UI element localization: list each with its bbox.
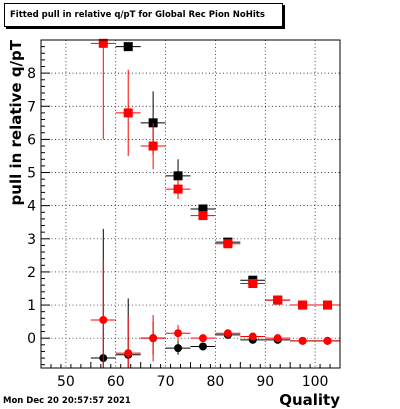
circle-marker — [298, 336, 307, 345]
data-point — [90, 38, 116, 140]
data-point — [265, 295, 291, 305]
data-marks — [90, 38, 340, 368]
x-axis-label: Quality — [279, 391, 340, 409]
square-marker — [248, 279, 258, 289]
square-marker — [123, 108, 133, 118]
y-tick-label: 5 — [27, 166, 36, 182]
y-tick-label: 4 — [27, 199, 36, 215]
data-point — [240, 332, 266, 341]
data-point — [115, 69, 141, 156]
circle-marker — [124, 349, 133, 358]
circle-marker — [149, 334, 158, 343]
y-tick-label: 2 — [27, 265, 36, 281]
x-tick-label: 100 — [302, 374, 329, 390]
data-point — [90, 260, 116, 368]
data-point — [165, 324, 191, 342]
y-tick-label: 6 — [27, 132, 36, 148]
x-tick-label: 80 — [207, 374, 225, 390]
square-marker — [323, 300, 333, 310]
data-point — [315, 336, 340, 345]
y-tick-label: 3 — [27, 232, 36, 248]
data-point — [215, 239, 241, 249]
x-tick-label: 50 — [57, 374, 75, 390]
circle-marker — [223, 329, 232, 338]
circle-marker — [174, 329, 183, 338]
y-tick-label: 8 — [27, 66, 36, 82]
x-tick-label: 90 — [256, 374, 274, 390]
data-point — [140, 314, 166, 362]
square-marker — [223, 239, 233, 249]
square-marker — [198, 204, 208, 214]
circle-marker — [323, 336, 332, 345]
chart-title: Fitted pull in relative q/pT for Global … — [10, 10, 265, 20]
data-point — [265, 334, 291, 343]
y-tick-label: 1 — [27, 298, 36, 314]
data-point — [190, 211, 216, 221]
y-tick-label: 7 — [27, 99, 36, 115]
grid — [41, 40, 340, 368]
data-point — [215, 329, 241, 338]
circle-marker — [174, 344, 183, 353]
square-marker — [173, 184, 183, 194]
y-tick-label: 0 — [27, 331, 36, 347]
square-marker — [273, 295, 283, 305]
data-point — [290, 300, 316, 310]
data-point — [315, 300, 340, 310]
x-tick-label: 60 — [107, 374, 125, 390]
circle-marker — [248, 332, 257, 341]
timestamp: Mon Dec 20 20:57:57 2021 — [3, 396, 131, 406]
data-point — [190, 334, 216, 343]
square-marker — [123, 42, 133, 52]
data-point — [115, 316, 141, 368]
square-marker — [298, 300, 308, 310]
square-marker — [198, 211, 208, 221]
data-point — [165, 179, 191, 200]
data-point — [290, 336, 316, 345]
square-marker — [173, 171, 183, 181]
x-tick-label: 70 — [157, 374, 175, 390]
axes: 50 60 70 80 90 100 0 1 2 3 4 5 6 7 8 — [27, 39, 341, 390]
title-box: Fitted pull in relative q/pT for Global … — [4, 3, 283, 27]
data-point — [115, 42, 141, 52]
plot-frame — [40, 39, 341, 369]
square-marker — [148, 141, 158, 151]
data-point — [140, 122, 166, 170]
square-marker — [98, 38, 108, 48]
data-point — [165, 341, 191, 355]
square-marker — [148, 118, 158, 128]
y-axis-label: pull in relative q/pT — [7, 39, 25, 205]
circle-marker — [99, 315, 108, 324]
data-point — [240, 279, 266, 289]
circle-marker — [273, 334, 282, 343]
circle-marker — [198, 334, 207, 343]
circle-marker — [198, 342, 207, 351]
data-point — [190, 342, 216, 351]
